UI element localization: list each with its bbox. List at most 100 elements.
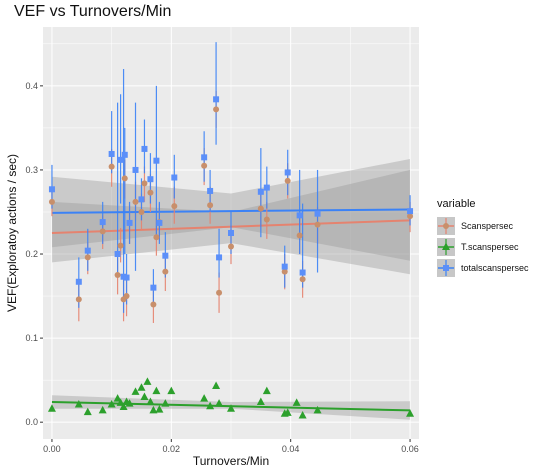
data-point (107, 400, 116, 408)
data-point (117, 242, 124, 249)
data-point (99, 219, 106, 226)
confidence-band (52, 159, 410, 261)
data-point (407, 213, 414, 220)
data-point (298, 410, 307, 419)
x-tick-label: 0.06 (401, 444, 419, 454)
data-point (263, 184, 270, 191)
data-point (212, 381, 221, 390)
data-point (257, 205, 264, 212)
data-point (171, 203, 178, 210)
data-point (121, 151, 128, 158)
data-point (167, 386, 176, 395)
data-point (207, 202, 214, 209)
data-point (75, 278, 82, 285)
chart-title: VEF vs Turnovers/Min (14, 3, 171, 20)
data-point (121, 175, 128, 182)
data-point (75, 296, 82, 303)
legend-items: Scanspersec T.scanspersec totalscanspersec (437, 217, 529, 277)
data-point (98, 405, 107, 414)
legend-marker (443, 265, 449, 271)
data-point (296, 212, 303, 219)
data-point (213, 96, 220, 103)
x-axis-ticks: 0.00 0.02 0.04 0.06 (43, 439, 419, 454)
data-point (47, 404, 56, 412)
data-point (143, 377, 152, 385)
data-point (84, 247, 91, 254)
data-point (114, 272, 121, 279)
data-point (137, 383, 146, 391)
y-tick-label: 0.0 (25, 417, 38, 427)
data-point (313, 405, 322, 414)
data-point (200, 394, 209, 402)
data-point (131, 387, 140, 395)
data-point (123, 293, 130, 300)
data-point (108, 163, 115, 170)
data-point (84, 254, 91, 261)
data-point (138, 208, 145, 215)
legend-marker (442, 242, 450, 250)
data-point (48, 186, 55, 193)
data-point (171, 174, 178, 181)
legend-label: Scanspersec (461, 221, 514, 231)
y-tick-label: 0.4 (25, 81, 38, 91)
data-point (228, 230, 234, 236)
data-point (83, 407, 92, 416)
data-point (284, 169, 291, 176)
data-point (123, 274, 130, 281)
data-point (292, 398, 301, 406)
data-point (216, 254, 223, 261)
data-point (296, 232, 303, 239)
data-point (141, 145, 148, 152)
data-point (149, 405, 158, 414)
trend-line (51, 208, 411, 214)
x-tick-label: 0.02 (163, 444, 181, 454)
data-point (132, 166, 139, 173)
x-tick-label: 0.00 (43, 444, 61, 454)
data-point (299, 276, 306, 283)
data-point (147, 176, 154, 183)
legend-title: variable (437, 198, 476, 210)
data-point (257, 188, 264, 195)
data-point (99, 228, 106, 235)
x-axis-title: Turnovers/Min (193, 454, 269, 468)
data-point (150, 301, 157, 308)
data-point (281, 263, 288, 270)
data-point (114, 251, 121, 258)
y-tick-label: 0.2 (25, 249, 38, 259)
legend-label: T.scanspersec (461, 242, 519, 252)
data-point (138, 196, 145, 203)
y-axis-title: VEF(Exploratoy actions / sec) (5, 154, 19, 312)
legend: variable Scanspersec T.scanspersec totalsc… (437, 198, 529, 277)
legend-label: totalscanspersec (461, 263, 529, 273)
plot-area (43, 27, 419, 439)
data-point (215, 399, 224, 407)
data-point (201, 162, 208, 169)
data-point (161, 399, 170, 407)
data-point (116, 398, 125, 406)
data-point (406, 409, 415, 417)
data-point (140, 392, 149, 400)
data-point (299, 269, 306, 276)
data-point (207, 187, 214, 194)
data-point (407, 208, 414, 215)
data-point (256, 397, 265, 406)
y-tick-label: 0.3 (25, 165, 38, 175)
data-point (284, 177, 291, 184)
data-point (126, 219, 133, 226)
data-point (147, 189, 154, 196)
data-point (153, 234, 160, 241)
data-point (119, 402, 128, 411)
data-point (152, 386, 161, 395)
data-point (201, 154, 208, 161)
data-point (283, 408, 292, 416)
legend-marker (443, 223, 449, 229)
data-point (262, 386, 271, 395)
data-point (146, 397, 155, 406)
data-point (132, 198, 139, 205)
y-tick-label: 0.1 (25, 333, 38, 343)
data-point (108, 150, 115, 157)
data-point (153, 157, 160, 164)
data-points (47, 96, 415, 419)
data-point (314, 221, 321, 228)
